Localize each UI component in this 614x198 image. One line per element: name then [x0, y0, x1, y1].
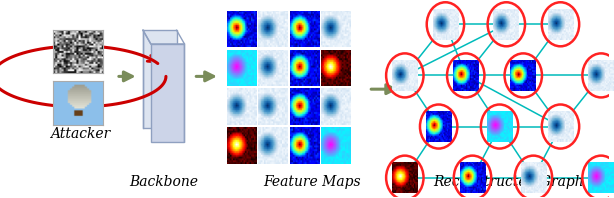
Text: Attacker: Attacker [50, 127, 110, 141]
Text: Feature Maps: Feature Maps [263, 174, 361, 188]
FancyBboxPatch shape [143, 30, 177, 129]
Text: Reconstructed Graph: Reconstructed Graph [433, 174, 584, 188]
FancyBboxPatch shape [151, 44, 184, 142]
Text: Backbone: Backbone [129, 174, 198, 188]
